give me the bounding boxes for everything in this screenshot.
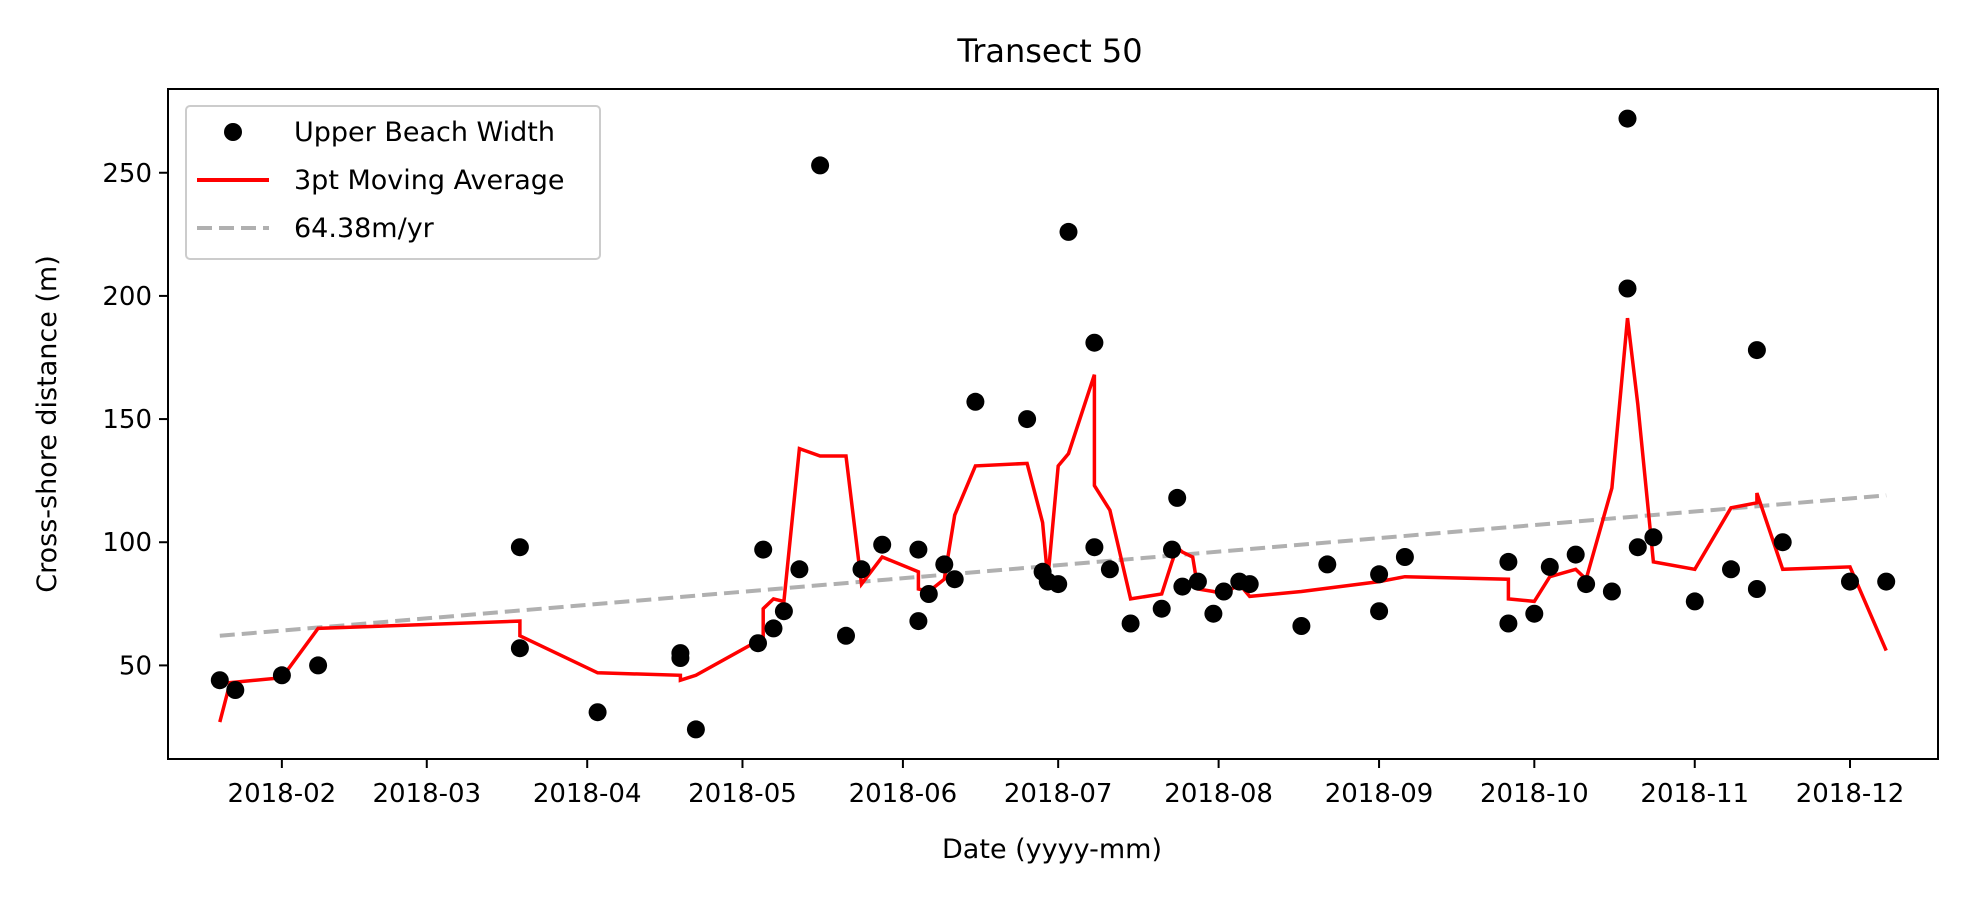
- data-point: [1049, 575, 1068, 594]
- data-point: [909, 540, 928, 559]
- data-point: [1292, 617, 1311, 635]
- data-point: [1618, 279, 1637, 298]
- trend-line: [219, 493, 1887, 638]
- data-point: [790, 560, 809, 579]
- data-point: [686, 720, 705, 739]
- data-point: [1059, 222, 1078, 241]
- x-axis-ticks: 2018-02 2018-03 2018-04 2018-05 2018-06 2018-…: [228, 759, 1905, 809]
- data-point: [837, 626, 855, 645]
- data-point: [1318, 555, 1337, 574]
- data-point: [1163, 540, 1181, 559]
- data-point: [1018, 410, 1037, 429]
- x-tick-label: 2018-07: [1004, 779, 1113, 809]
- data-point: [1566, 545, 1585, 564]
- data-point: [1085, 333, 1104, 352]
- legend-marker-points: [224, 123, 242, 141]
- data-point: [909, 612, 928, 631]
- x-tick-label: 2018-11: [1640, 779, 1749, 809]
- y-tick-label: 100: [102, 528, 152, 558]
- data-point: [309, 656, 328, 675]
- data-point: [1577, 575, 1596, 594]
- data-point: [919, 585, 938, 603]
- data-point: [1722, 560, 1740, 579]
- data-point: [1188, 572, 1207, 591]
- data-point: [1525, 604, 1544, 623]
- x-tick-label: 2018-02: [228, 779, 337, 809]
- data-point: [873, 535, 892, 554]
- plot-area: [210, 109, 1896, 739]
- data-point: [774, 602, 793, 621]
- data-point: [749, 634, 767, 653]
- x-tick-label: 2018-12: [1796, 779, 1905, 809]
- data-point: [588, 703, 607, 722]
- data-point: [1877, 572, 1896, 591]
- data-point: [1747, 580, 1766, 598]
- data-point: [1602, 582, 1621, 601]
- trend-layer: [219, 493, 1887, 638]
- data-point: [1618, 109, 1637, 128]
- data-point: [1204, 604, 1223, 623]
- x-tick-label: 2018-10: [1480, 779, 1589, 809]
- x-tick-label: 2018-09: [1325, 779, 1434, 809]
- data-point: [966, 392, 985, 411]
- x-tick-label: 2018-04: [533, 779, 642, 809]
- x-tick-label: 2018-05: [688, 779, 797, 809]
- legend-label-points: Upper Beach Width: [294, 117, 555, 148]
- y-tick-label: 150: [102, 405, 152, 435]
- data-point: [1152, 599, 1171, 618]
- legend-label-trend: 64.38m/yr: [294, 213, 435, 244]
- data-point: [1747, 341, 1766, 360]
- data-point: [1100, 560, 1119, 579]
- data-point: [1370, 565, 1389, 584]
- legend: Upper Beach Width 3pt Moving Average 64.…: [185, 105, 601, 260]
- data-point: [1173, 577, 1192, 596]
- data-point: [1168, 488, 1187, 507]
- data-point: [1085, 538, 1104, 557]
- data-point: [754, 540, 773, 559]
- points-layer: [210, 109, 1896, 739]
- x-tick-label: 2018-08: [1164, 779, 1273, 809]
- data-point: [272, 666, 291, 685]
- data-point: [210, 671, 229, 690]
- data-point: [1395, 548, 1414, 566]
- y-tick-label: 250: [102, 159, 152, 189]
- data-point: [1685, 592, 1704, 611]
- data-point: [1628, 538, 1647, 557]
- chart-title: Transect 50: [956, 32, 1142, 70]
- data-point: [945, 570, 964, 589]
- x-axis-label: Date (yyyy-mm): [942, 834, 1162, 865]
- data-point: [510, 538, 529, 557]
- legend-label-moving-average: 3pt Moving Average: [294, 165, 565, 196]
- data-point: [935, 555, 954, 574]
- legend-box: [185, 105, 601, 260]
- y-tick-label: 50: [119, 651, 152, 681]
- data-point: [852, 560, 871, 579]
- y-axis-label: Cross-shore distance (m): [32, 255, 63, 593]
- data-point: [1499, 552, 1518, 571]
- data-point: [811, 156, 830, 175]
- data-point: [226, 681, 245, 699]
- data-point: [1644, 528, 1663, 547]
- y-axis-ticks: 50 100 150 200 250: [102, 159, 168, 681]
- data-point: [510, 639, 529, 658]
- data-point: [1499, 614, 1518, 633]
- data-point: [1214, 582, 1233, 601]
- data-point: [764, 619, 783, 638]
- data-point: [1841, 572, 1859, 591]
- data-point: [1540, 557, 1559, 576]
- data-point: [1121, 614, 1140, 633]
- axes-frame: [167, 88, 1939, 760]
- x-tick-label: 2018-06: [849, 779, 958, 809]
- data-point: [1370, 602, 1389, 621]
- data-point: [1240, 575, 1259, 594]
- y-tick-label: 200: [102, 282, 152, 312]
- x-tick-label: 2018-03: [372, 779, 481, 809]
- data-point: [671, 649, 690, 667]
- data-point: [1773, 533, 1792, 552]
